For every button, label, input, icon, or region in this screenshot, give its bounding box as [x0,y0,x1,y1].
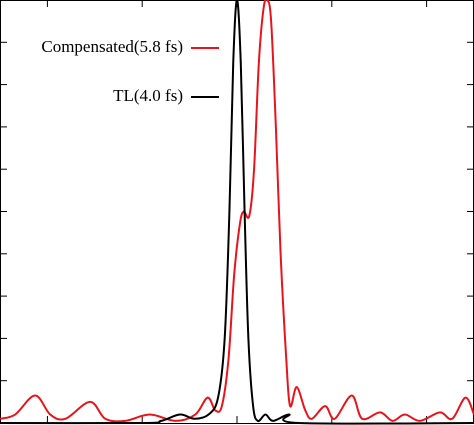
legend-bg [13,36,223,60]
legend-bg [13,85,223,109]
legend-label: TL(4.0 fs) [113,86,183,105]
legend-label: Compensated(5.8 fs) [41,37,183,56]
